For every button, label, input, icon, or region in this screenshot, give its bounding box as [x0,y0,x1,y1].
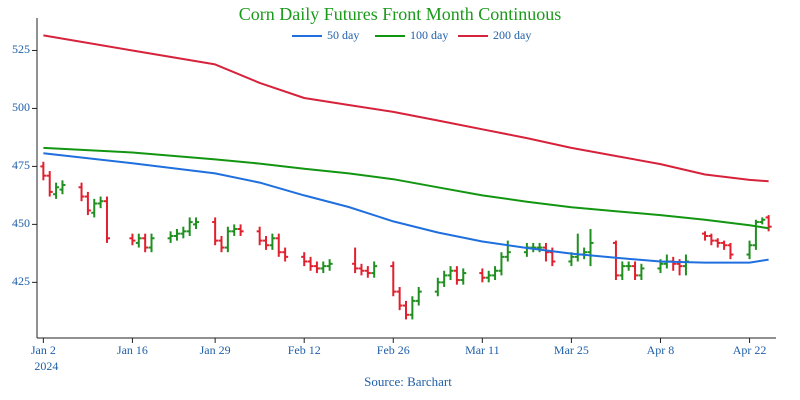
x-tick-label: Mar 25 [554,343,589,357]
x-tick-label: Mar 11 [465,343,500,357]
y-tick-label: 525 [12,42,30,56]
x-tick-label: Jan 29 [200,343,231,357]
legend-label: 100 day [410,28,448,42]
x-tick-label: Feb 26 [377,343,410,357]
moving-average-line [43,146,769,230]
moving-average-line [43,34,769,183]
x-tick-label: Apr 8 [647,343,675,357]
y-tick-label: 475 [12,158,30,172]
x-year-label: 2024 [34,359,58,373]
legend-label: 50 day [327,28,359,42]
x-tick-label: Feb 12 [288,343,321,357]
x-tick-label: Apr 22 [733,343,767,357]
y-tick-label: 425 [12,274,30,288]
y-tick-label: 500 [12,100,30,114]
moving-average-line [43,152,769,264]
x-tick-label: Jan 2 [31,343,56,357]
source-note: Source: Barchart [364,374,452,389]
chart-title: Corn Daily Futures Front Month Continuou… [239,4,562,24]
x-tick-label: Jan 16 [117,343,148,357]
legend-label: 200 day [493,28,531,42]
y-tick-label: 450 [12,216,30,230]
